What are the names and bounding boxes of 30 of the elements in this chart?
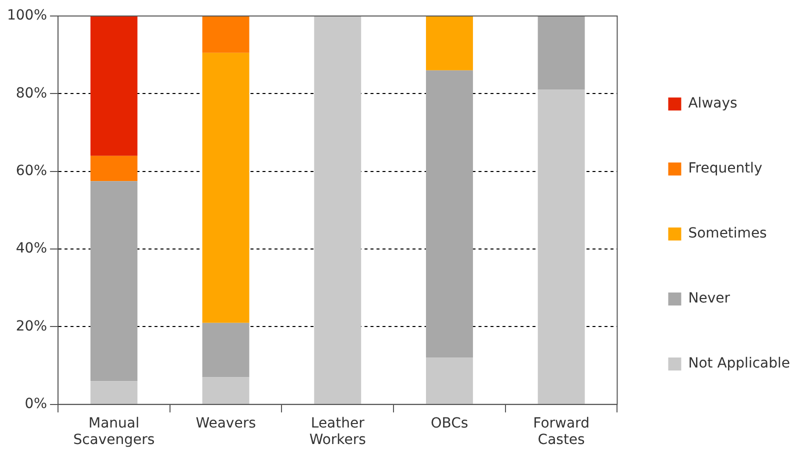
x-tick-label: Forward Castes — [533, 415, 590, 448]
x-tick-label: Weavers — [196, 415, 256, 432]
bar — [202, 322, 250, 378]
bar — [90, 381, 138, 404]
y-tick-label: 80% — [16, 85, 48, 102]
x-tick-label: Manual Scavengers — [73, 415, 155, 448]
bar — [314, 16, 362, 404]
bar — [426, 70, 473, 358]
y-tick-label: 20% — [16, 318, 48, 334]
legend-label: Sometimes — [688, 226, 767, 242]
bar — [538, 90, 585, 404]
legend-label: Frequently — [688, 160, 762, 177]
bar — [90, 16, 138, 156]
bar — [90, 156, 138, 182]
legend-label: Never — [688, 290, 730, 307]
y-tick-label: 0% — [24, 396, 48, 412]
bar — [202, 52, 250, 323]
legend-label: Always — [688, 96, 738, 112]
legend-label: Not Applicable — [688, 356, 790, 372]
y-tick-label: 40% — [16, 240, 48, 257]
bar — [538, 16, 585, 90]
bar — [426, 16, 473, 70]
bar — [202, 16, 250, 53]
bar — [426, 358, 473, 404]
y-tick-label: 100% — [6, 8, 48, 24]
y-tick-label: 60% — [16, 163, 48, 179]
bar — [202, 377, 250, 404]
bar — [90, 181, 138, 382]
x-tick-label: Leather Workers — [309, 415, 366, 448]
x-tick-label: OBCs — [430, 415, 468, 432]
